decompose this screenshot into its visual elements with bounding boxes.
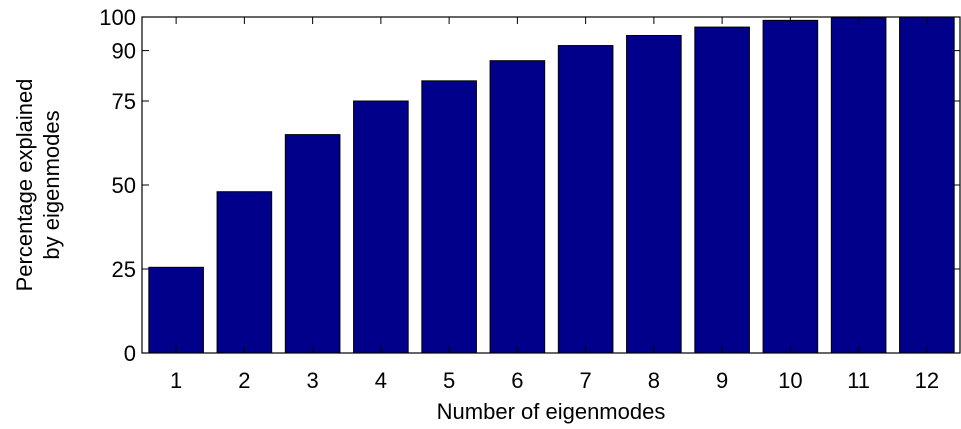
x-tick-label: 5 xyxy=(443,368,455,393)
bar-2 xyxy=(216,191,273,354)
y-axis-label-line-2: by eigenmodes xyxy=(39,110,64,259)
x-tick-label: 11 xyxy=(847,368,870,393)
x-tick-label: 2 xyxy=(238,368,250,393)
x-tick-label: 8 xyxy=(648,368,660,393)
y-axis-label-line-1: Percentage explained xyxy=(12,79,37,292)
y-tick-label: 50 xyxy=(112,173,136,198)
x-tick-label: 4 xyxy=(375,368,387,393)
x-tick-label: 10 xyxy=(778,368,802,393)
bars-group xyxy=(148,16,955,354)
y-tick-label: 100 xyxy=(99,5,136,30)
x-tick-label: 6 xyxy=(511,368,523,393)
bar-8 xyxy=(626,34,682,354)
bar-3 xyxy=(284,134,341,354)
y-tick-label: 0 xyxy=(124,341,136,366)
y-tick-label: 75 xyxy=(112,89,136,114)
y-ticks-group: 0 25 50 75 90 100 xyxy=(99,5,960,366)
bar-11 xyxy=(830,17,887,354)
y-tick-label: 25 xyxy=(112,257,136,282)
x-ticks-group: 1 2 3 4 5 6 7 8 9 10 11 12 xyxy=(170,17,939,393)
bar-5 xyxy=(421,80,477,354)
x-tick-label: 3 xyxy=(307,368,319,393)
x-tick-label: 1 xyxy=(170,368,182,393)
y-tick-label: 90 xyxy=(112,39,136,64)
bar-9 xyxy=(694,26,750,354)
x-tick-label: 9 xyxy=(716,368,728,393)
bar-1 xyxy=(148,266,204,354)
x-axis-label: Number of eigenmodes xyxy=(437,399,666,424)
bar-10 xyxy=(762,19,819,354)
bar-6 xyxy=(489,60,546,354)
x-tick-label: 12 xyxy=(915,368,939,393)
bar-12 xyxy=(899,16,955,354)
bar-7 xyxy=(557,45,614,354)
x-tick-label: 7 xyxy=(580,368,592,393)
bar-4 xyxy=(353,100,409,354)
